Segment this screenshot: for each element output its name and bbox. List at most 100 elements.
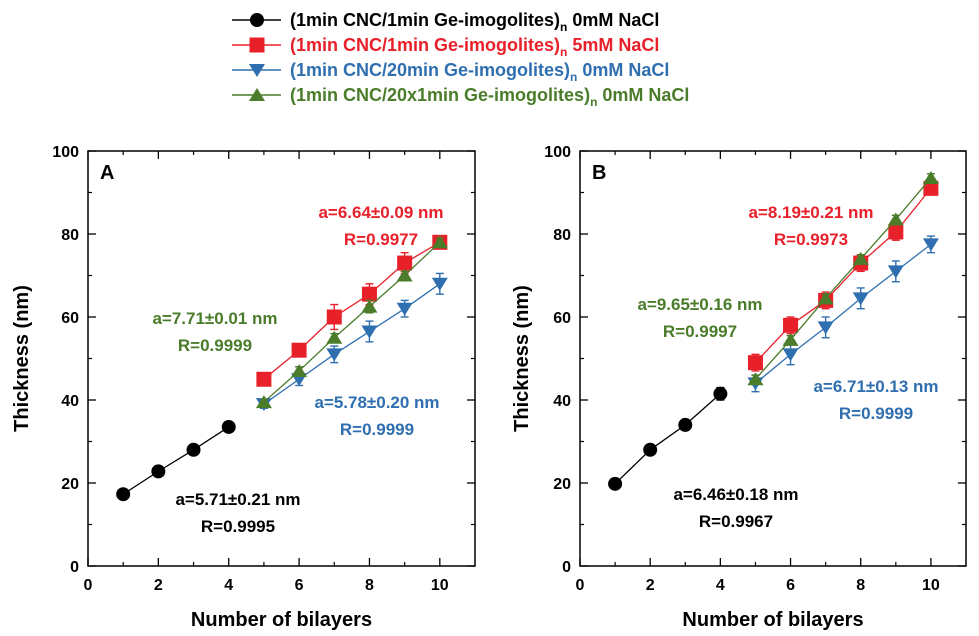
data-point [361,286,377,302]
x-tick-label: 2 [646,577,655,594]
data-point [361,325,378,339]
fit-annotation: R=0.9977 [344,230,418,249]
data-point [923,180,939,196]
data-point [887,265,904,279]
data-point [221,419,236,434]
x-tick-label: 10 [922,577,940,594]
series-line [754,177,932,380]
legend-label: (1min CNC/1min Ge-imogolites)n 5mM NaCl [290,35,659,59]
legend-label-main: (1min CNC/1min Ge-imogolites) [290,10,560,30]
x-tick-label: 2 [154,577,163,594]
series-line [263,241,441,380]
data-point [326,309,342,325]
y-tick-label: 0 [562,559,571,576]
x-axis-title: Number of bilayers [682,609,863,631]
legend-label-suffix: 0mM NaCl [577,60,669,80]
legend-entry: (1min CNC/20x1min Ge-imogolites)n 0mM Na… [232,85,689,109]
data-point [888,224,904,240]
series [608,386,728,491]
x-tick-label: 0 [576,577,585,594]
data-point [922,170,939,184]
legend-label-suffix: 5mM NaCl [567,35,659,55]
series-line [263,283,441,405]
data-point [291,363,308,377]
data-point [887,212,904,226]
x-tick-label: 0 [84,577,93,594]
legend-label-main: (1min CNC/1min Ge-imogolites) [290,35,560,55]
x-tick-label: 4 [224,577,233,594]
series [116,419,236,502]
data-point [922,238,939,252]
legend-entry: (1min CNC/1min Ge-imogolites)n 5mM NaCl [232,35,659,59]
series-line [263,241,441,403]
series [747,235,939,393]
series-line [755,243,932,384]
data-point [852,251,869,265]
legend-label-main: (1min CNC/20min Ge-imogolites) [290,60,570,80]
data-point [608,476,623,491]
legend-marker [249,37,265,53]
fit-annotation: R=0.9995 [201,517,275,536]
data-point [678,417,693,432]
fit-annotation: a=6.71±0.13 nm [813,377,938,396]
legend-label-subscript: n [570,70,577,84]
data-point [783,317,799,333]
data-point [713,386,728,401]
y-tick-label: 20 [553,476,571,493]
x-axis-title: Number of bilayers [191,609,372,631]
fit-annotation: a=7.71±0.01 nm [152,309,277,328]
series-line [122,426,230,495]
data-point [782,332,799,346]
y-tick-label: 40 [553,393,571,410]
data-point [361,299,378,313]
data-point [396,302,413,316]
data-point [431,277,448,291]
data-point [817,291,834,305]
data-point [326,348,343,362]
series [255,272,448,412]
y-tick-label: 20 [61,476,79,493]
series-line [614,393,721,485]
y-tick-label: 60 [61,310,79,327]
y-tick-label: 80 [553,227,571,244]
data-point [116,487,131,502]
y-tick-label: 0 [70,559,79,576]
fit-annotation: a=5.71±0.21 nm [175,490,300,509]
x-tick-label: 8 [365,577,374,594]
data-point [255,395,272,409]
legend-marker [249,88,265,101]
fit-annotation: a=8.19±0.21 nm [748,203,873,222]
legend-label: (1min CNC/1min Ge-imogolites)n 0mM NaCl [290,10,659,34]
fit-annotation: a=5.78±0.20 nm [314,393,439,412]
legend-label-main: (1min CNC/20x1min Ge-imogolites) [290,85,590,105]
legend-label: (1min CNC/20x1min Ge-imogolites)n 0mM Na… [290,85,689,109]
series [747,170,939,386]
data-point [643,442,658,457]
legend-label-suffix: 0mM NaCl [597,85,689,105]
series [256,234,448,387]
fit-annotation: R=0.9967 [699,512,773,531]
data-point [291,342,307,358]
fit-annotation: R=0.9999 [178,336,252,355]
fit-annotation: a=6.64±0.09 nm [318,203,443,222]
y-tick-label: 100 [544,144,571,161]
series [255,235,448,409]
fit-annotation: R=0.9999 [839,404,913,423]
y-tick-label: 100 [52,144,79,161]
data-point [852,292,869,306]
panel-letter: B [592,162,606,184]
y-tick-label: 60 [553,310,571,327]
y-tick-label: 40 [61,393,79,410]
legend-label-suffix: 0mM NaCl [567,10,659,30]
data-point [186,442,201,457]
data-point [747,355,763,371]
data-point [396,268,413,282]
panel-letter: A [100,162,114,184]
fit-annotation: R=0.9999 [340,420,414,439]
legend-entry: (1min CNC/20min Ge-imogolites)n 0mM NaCl [232,60,669,84]
data-point [256,371,272,387]
fit-annotation: R=0.9997 [663,322,737,341]
